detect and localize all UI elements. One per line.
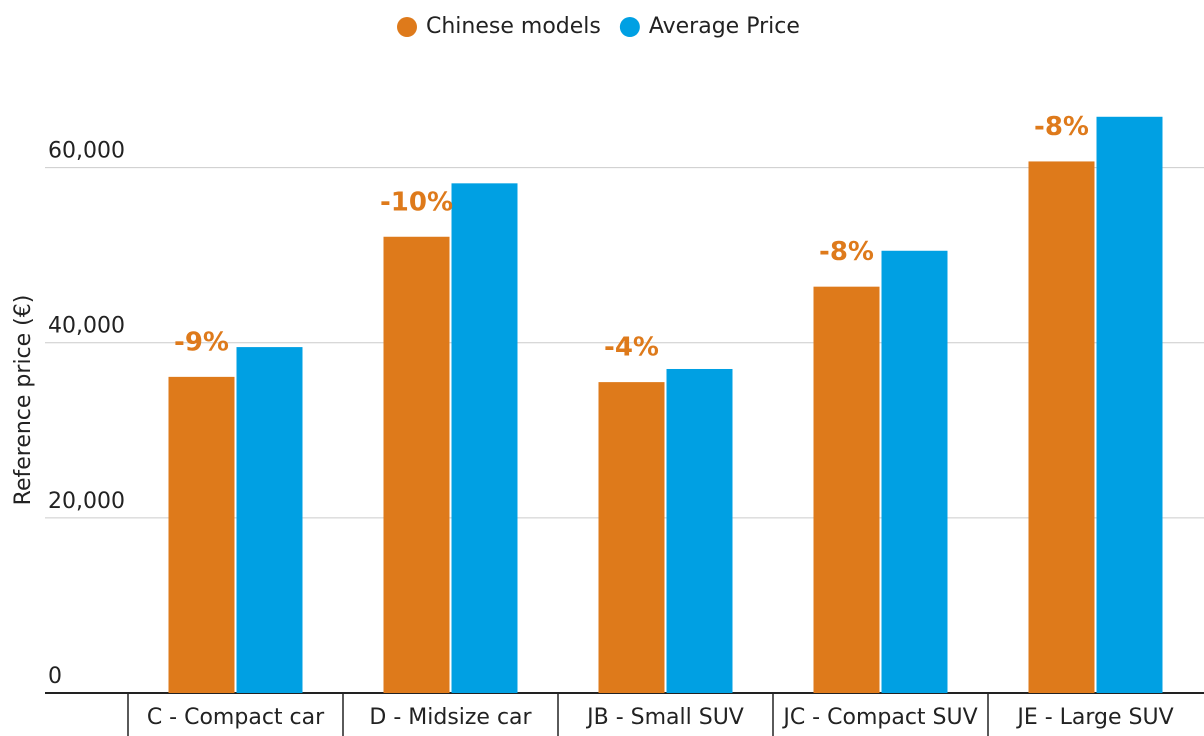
x-tick-label: C - Compact car <box>147 705 325 730</box>
y-tick-label: 60,000 <box>48 139 125 164</box>
bar <box>881 250 948 693</box>
bar <box>1028 161 1095 694</box>
legend-swatch <box>619 17 640 37</box>
bar <box>1096 116 1163 693</box>
y-axis-label: Reference price (€) <box>11 295 36 506</box>
bar-annotation: -9% <box>174 327 229 357</box>
legend-label: Chinese models <box>426 14 601 39</box>
x-tick-label: JC - Compact SUV <box>781 705 977 730</box>
y-tick-label: 20,000 <box>48 489 125 514</box>
bar <box>666 368 733 693</box>
bar-annotation: -8% <box>819 237 874 267</box>
legend-label: Average Price <box>649 14 800 39</box>
bar-annotation: -10% <box>380 187 453 217</box>
y-tick-label: 40,000 <box>48 314 125 339</box>
bar <box>236 347 303 693</box>
bar <box>598 382 665 693</box>
y-tick-label: 0 <box>48 664 62 689</box>
x-tick-label: JB - Small SUV <box>585 705 744 730</box>
legend: Chinese models Average Price <box>397 14 800 39</box>
bar <box>168 376 235 693</box>
bar-annotation: -4% <box>604 333 659 363</box>
legend-swatch <box>397 17 417 37</box>
bar-annotation: -8% <box>1034 112 1089 142</box>
x-tick-label: D - Midsize car <box>369 705 532 730</box>
bar <box>813 286 880 693</box>
bar <box>383 236 450 693</box>
x-tick-label: JE - Large SUV <box>1015 705 1173 730</box>
bar <box>451 183 518 693</box>
